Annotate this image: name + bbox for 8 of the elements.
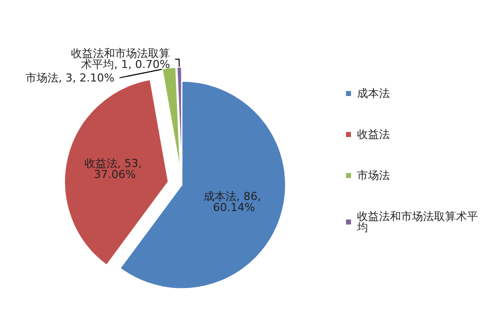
- legend-label: 收益法: [357, 128, 390, 141]
- legend-label: 市场法: [357, 169, 390, 182]
- data-label: 市场法, 3, 2.10%: [26, 71, 114, 84]
- legend-label: 收益法和市场法取算术平均: [356, 210, 478, 234]
- data-label: 收益法, 53, 37.06%: [84, 157, 146, 182]
- data-label: 收益法和市场法取算术平均, 1, 0.70%: [71, 47, 170, 72]
- data-label: 成本法, 86, 60.14%: [203, 190, 264, 214]
- legend-label: 成本法: [357, 87, 390, 100]
